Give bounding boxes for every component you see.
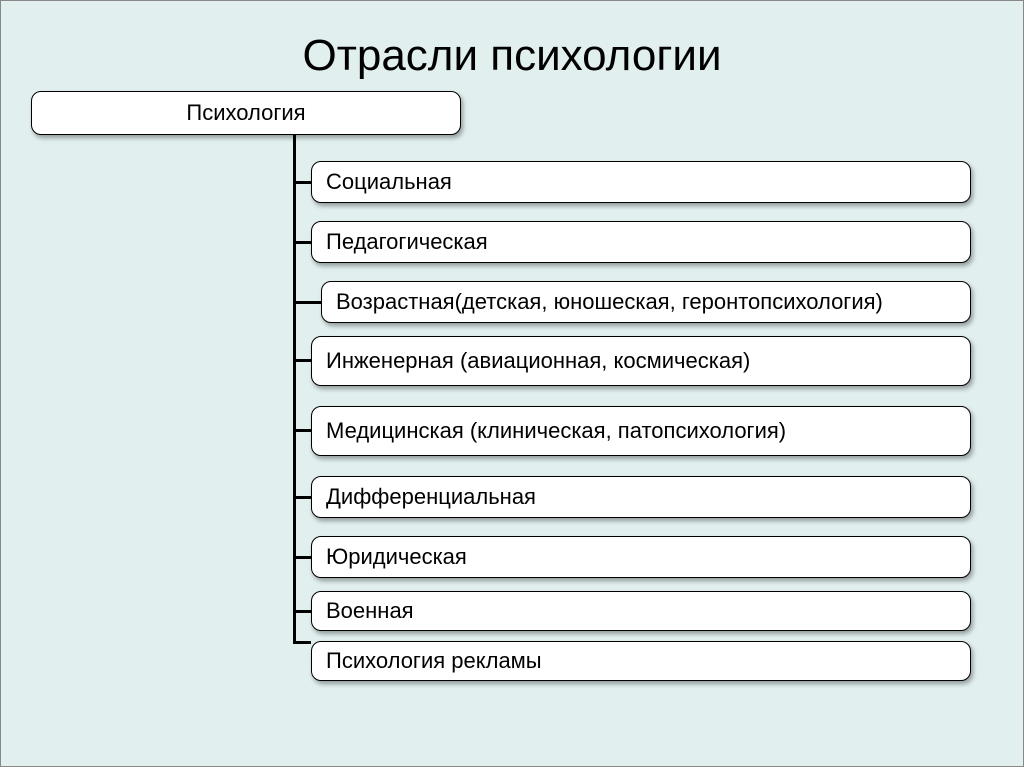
spine-line [293,135,296,644]
branch-label: Медицинская (клиническая, патопсихология… [326,418,786,444]
branch-connector [293,241,311,244]
branch-node: Психология рекламы [311,641,971,681]
branch-node: Социальная [311,161,971,203]
branch-label: Возрастная(детская, юношеская, геронтопс… [336,289,883,315]
slide: Отрасли психологии ПсихологияСоциальнаяП… [0,0,1024,767]
branch-connector [293,359,311,362]
branch-connector [293,641,311,644]
branch-node: Возрастная(детская, юношеская, геронтопс… [321,281,971,323]
branch-connector [293,429,311,432]
branch-node: Педагогическая [311,221,971,263]
slide-title: Отрасли психологии [1,1,1023,91]
branch-connector [293,556,311,559]
branch-label: Социальная [326,169,452,195]
branch-label: Инженерная (авиационная, космическая) [326,348,750,374]
branch-connector [293,301,321,304]
branch-label: Педагогическая [326,229,488,255]
branch-label: Юридическая [326,544,467,570]
branch-node: Инженерная (авиационная, космическая) [311,336,971,386]
branch-connector [293,181,311,184]
branch-connector [293,496,311,499]
branch-node: Юридическая [311,536,971,578]
branch-node: Дифференциальная [311,476,971,518]
branch-connector [293,610,311,613]
branch-label: Военная [326,598,414,624]
branch-node: Медицинская (клиническая, патопсихология… [311,406,971,456]
branch-node: Военная [311,591,971,631]
tree-diagram: Психология Социальная Педагогическая Возрас… [1,91,1023,731]
root-node: Психология [31,91,461,135]
branch-label: Дифференциальная [326,484,536,510]
branch-label: Психология рекламы [326,648,542,674]
root-label: Психология [186,100,305,126]
